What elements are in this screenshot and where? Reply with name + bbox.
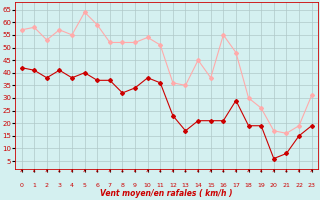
X-axis label: Vent moyen/en rafales ( km/h ): Vent moyen/en rafales ( km/h ) — [100, 189, 233, 198]
